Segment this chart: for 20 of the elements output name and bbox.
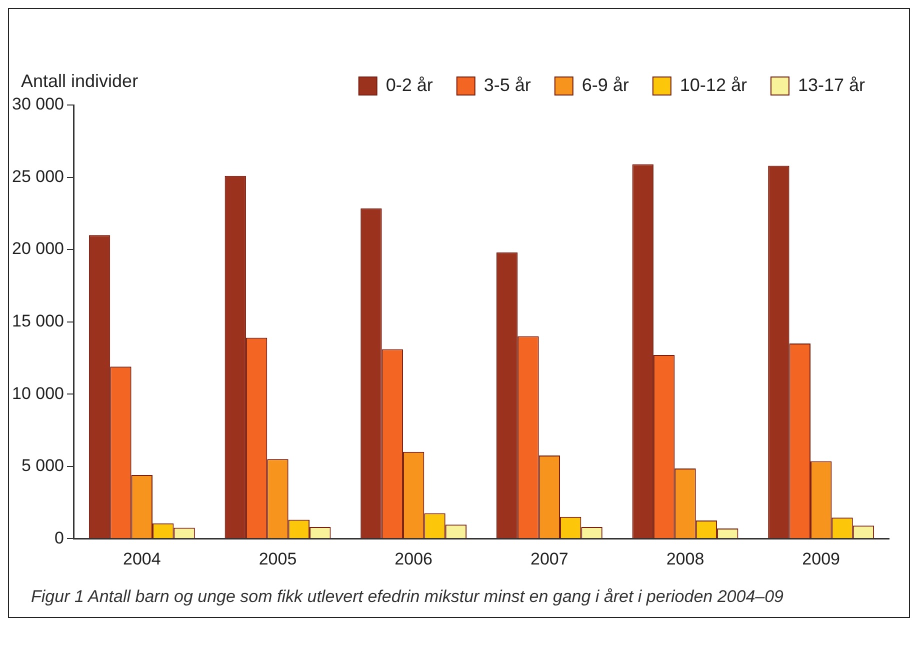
x-tick-label: 2004: [123, 549, 161, 568]
legend-label: 6-9 år: [582, 74, 629, 95]
legend-label: 3-5 år: [484, 74, 531, 95]
x-tick-label: 2006: [394, 549, 432, 568]
y-tick-label: 15 000: [12, 311, 64, 330]
y-tick-label: 20 000: [12, 239, 64, 258]
x-tick-label: 2007: [530, 549, 568, 568]
y-tick-label: 30 000: [12, 94, 64, 114]
x-tick-label: 2008: [666, 549, 704, 568]
x-tick-label: 2009: [802, 549, 840, 568]
y-tick-label: 25 000: [12, 166, 64, 186]
x-tick-label: 2005: [258, 549, 297, 568]
y-tick-label: 0: [54, 528, 64, 548]
legend-label: 13-17 år: [798, 74, 866, 95]
y-axis-title: Antall individer: [21, 70, 138, 91]
legend-label: 10-12 år: [680, 74, 747, 95]
y-tick-label: 5 000: [21, 456, 64, 476]
text: Figur 1 Antall barn og unge som fikk utlevert efedrin mikstur minst en gang i året i perioden 2004–09: [31, 587, 785, 607]
legend-label: 0-2 år: [386, 74, 433, 95]
y-tick-label: 10 000: [12, 384, 64, 403]
